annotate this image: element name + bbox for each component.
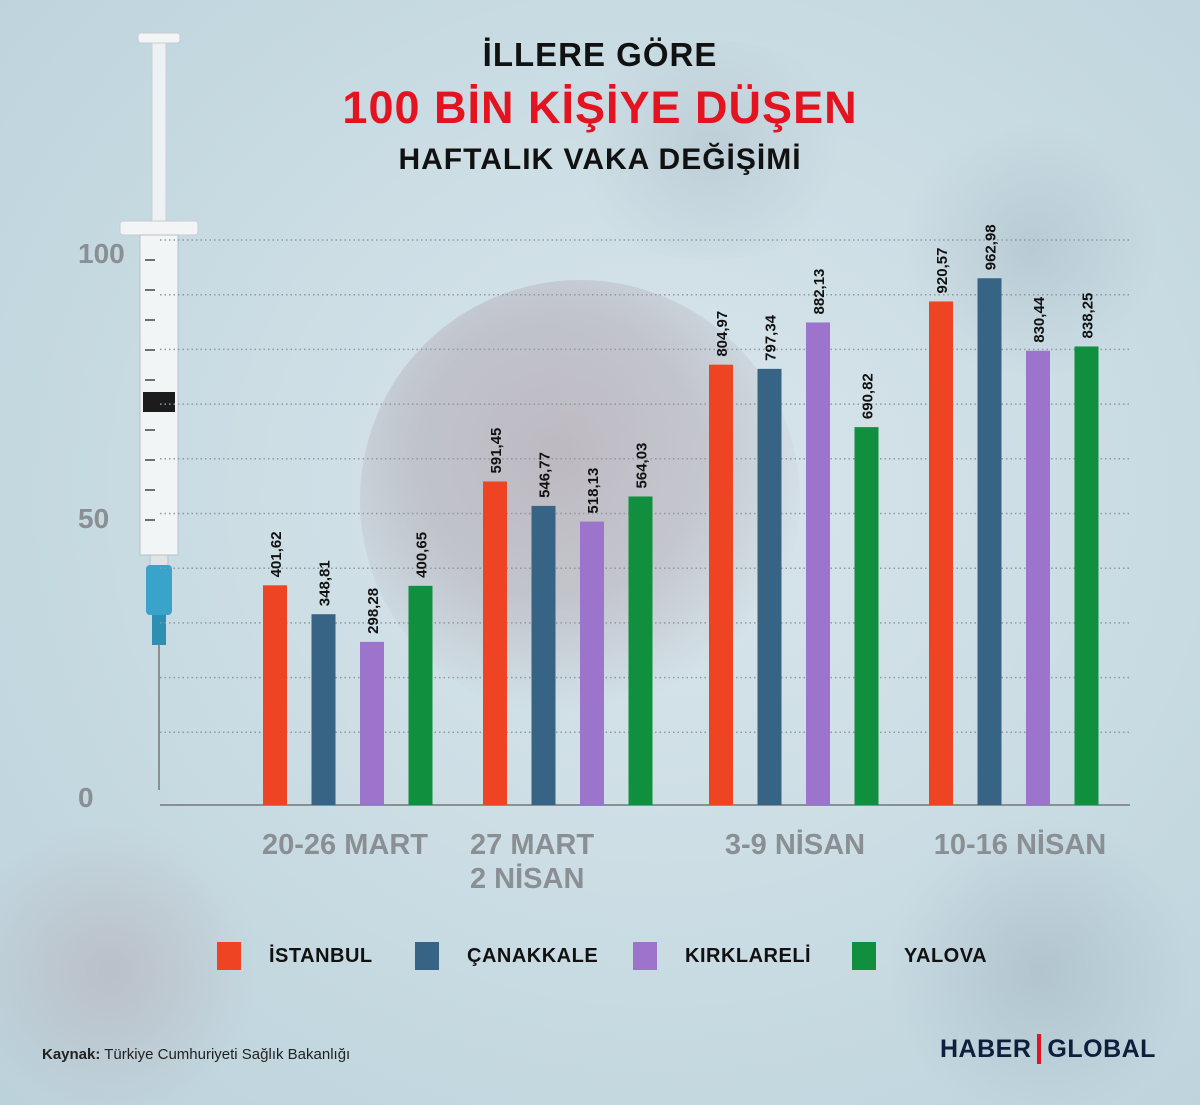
bar xyxy=(757,368,782,805)
category-label-2-line-2: 2 NİSAN xyxy=(470,863,585,895)
category-label-3: 3-9 NİSAN xyxy=(700,828,890,862)
legend-swatch-istanbul xyxy=(217,942,241,970)
data-label: 962,98 xyxy=(983,224,1000,270)
bar xyxy=(709,364,733,805)
data-label: 591,45 xyxy=(488,428,505,474)
category-label-2: 27 MART 2 NİSAN xyxy=(470,828,620,896)
bar xyxy=(311,614,336,805)
bar xyxy=(628,496,653,805)
category-label-1-line-1: 20-26 MART xyxy=(262,829,428,861)
legend-label-yalova: YALOVA xyxy=(904,944,988,967)
category-label-2-line-1: 27 MART xyxy=(470,829,595,861)
bar xyxy=(1026,350,1050,805)
logo-text-haber: HABER xyxy=(940,1034,1032,1063)
data-label: 564,03 xyxy=(634,443,651,489)
y-tick-label: 50 xyxy=(78,503,109,534)
legend-item-istanbul: İSTANBUL xyxy=(217,941,373,971)
data-label: 546,77 xyxy=(537,452,554,498)
data-label: 401,62 xyxy=(268,531,285,577)
legend-label-canakkale: ÇANAKKALE xyxy=(467,944,599,967)
bar xyxy=(360,641,384,805)
source-text: Türkiye Cumhuriyeti Sağlık Bakanlığı xyxy=(104,1046,351,1063)
data-label: 298,28 xyxy=(365,588,382,634)
category-label-4: 10-16 NİSAN xyxy=(915,828,1125,862)
virus-blur-top xyxy=(560,40,860,260)
data-label: 838,25 xyxy=(1080,293,1097,339)
bar xyxy=(977,278,1002,805)
legend-label-kirklareli: KIRKLARELİ xyxy=(685,944,812,967)
legend-swatch-kirklareli xyxy=(633,942,657,970)
bar xyxy=(854,427,879,805)
category-label-4-line-1: 10-16 NİSAN xyxy=(933,829,1107,861)
data-label: 518,13 xyxy=(585,468,602,514)
data-label: 830,44 xyxy=(1031,296,1048,343)
category-label-1: 20-26 MART xyxy=(245,828,445,862)
legend-item-kirklareli: KIRKLARELİ xyxy=(633,941,811,971)
logo-text-global: GLOBAL xyxy=(1047,1034,1156,1063)
legend-item-canakkale: ÇANAKKALE xyxy=(415,941,598,971)
bar xyxy=(580,521,604,805)
data-label: 804,97 xyxy=(714,311,731,357)
data-label: 797,34 xyxy=(763,314,780,361)
source-note: Kaynak: Türkiye Cumhuriyeti Sağlık Bakan… xyxy=(42,1046,350,1063)
title-line-3: HAFTALIK VAKA DEĞİŞİMİ xyxy=(398,143,802,176)
bar xyxy=(531,505,556,805)
bar xyxy=(929,301,953,805)
legend-item-yalova: YALOVA xyxy=(852,941,987,971)
bar xyxy=(806,322,830,805)
y-tick-label: 0 xyxy=(78,782,94,813)
virus-blur-bottom-left xyxy=(0,820,260,1105)
logo-divider xyxy=(1037,1034,1042,1064)
bar xyxy=(263,585,287,805)
title-line-1: İLLERE GÖRE xyxy=(482,36,718,73)
legend-swatch-canakkale xyxy=(415,942,439,970)
source-label: Kaynak: xyxy=(42,1046,101,1063)
title-line-2: 100 BİN KİŞİYE DÜŞEN xyxy=(342,82,858,133)
data-label: 348,81 xyxy=(317,560,334,606)
haber-global-logo: HABER GLOBAL xyxy=(940,1034,1156,1064)
data-label: 690,82 xyxy=(860,373,877,419)
bar xyxy=(408,585,433,805)
bar xyxy=(483,481,507,805)
data-label: 400,65 xyxy=(414,532,431,578)
legend-label-istanbul: İSTANBUL xyxy=(269,944,373,967)
data-label: 920,57 xyxy=(934,248,951,294)
category-label-3-line-1: 3-9 NİSAN xyxy=(724,829,866,861)
data-label: 882,13 xyxy=(811,269,828,315)
legend-swatch-yalova xyxy=(852,942,876,970)
y-tick-label: 100 xyxy=(78,238,125,269)
bar xyxy=(1074,346,1099,805)
